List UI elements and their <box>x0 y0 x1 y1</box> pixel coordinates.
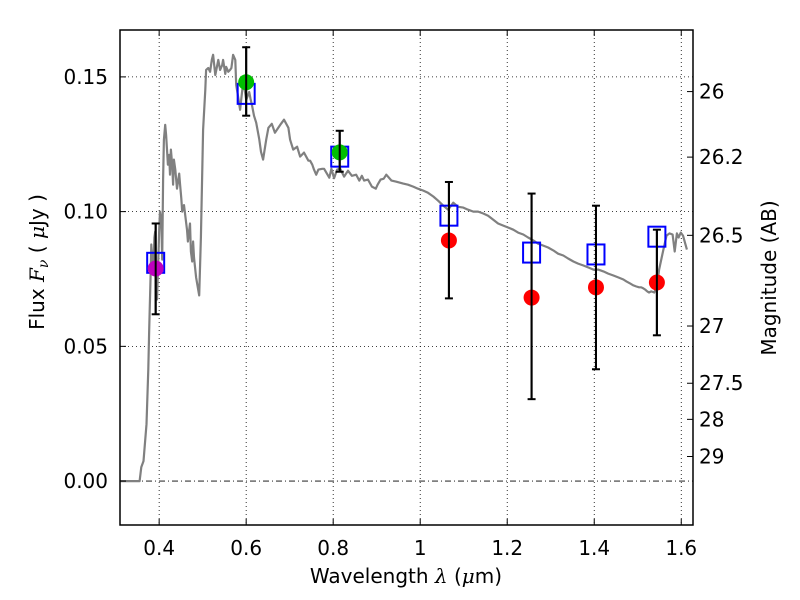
right-tick-label: 27 <box>699 314 724 338</box>
right-tick-label: 26.5 <box>699 223 744 247</box>
x-tick-label: 1.4 <box>578 536 610 560</box>
x-tick-label: 0.6 <box>230 536 262 560</box>
y-axis-label: Flux Fν ( μJy ) <box>25 194 52 330</box>
right-axis-label: Magnitude (AB) <box>757 200 781 355</box>
x-axis-ticks: 0.4 0.6 0.8 1 1.2 1.4 1.6 <box>143 30 697 560</box>
x-axis-label: Wavelength λ (μm) <box>310 564 502 588</box>
right-tick-label: 27.5 <box>699 371 744 395</box>
spectrum-layer <box>120 53 688 483</box>
x-tick-label: 1.2 <box>491 536 523 560</box>
x-tick-label: 0.4 <box>143 536 175 560</box>
plot-frame <box>119 29 694 526</box>
right-tick-label: 28 <box>699 407 724 431</box>
right-tick-label: 29 <box>699 445 724 469</box>
grid <box>120 30 693 525</box>
spectrum-line <box>120 53 688 483</box>
right-axis-ticks: 26 26.2 26.5 27 27.5 28 29 <box>687 80 744 469</box>
y-tick-label: 0.15 <box>63 65 108 89</box>
marker-layer <box>146 47 667 400</box>
y-axis-ticks: 0.00 0.05 0.10 0.15 <box>63 65 126 493</box>
x-tick-label: 1.6 <box>665 536 697 560</box>
y-tick-label: 0.00 <box>63 469 108 493</box>
x-tick-label: 0.8 <box>317 536 349 560</box>
x-tick-label: 1 <box>414 536 427 560</box>
right-tick-label: 26.2 <box>699 145 744 169</box>
y-tick-label: 0.10 <box>63 200 108 224</box>
y-tick-label: 0.05 <box>63 334 108 358</box>
right-tick-label: 26 <box>699 80 724 104</box>
